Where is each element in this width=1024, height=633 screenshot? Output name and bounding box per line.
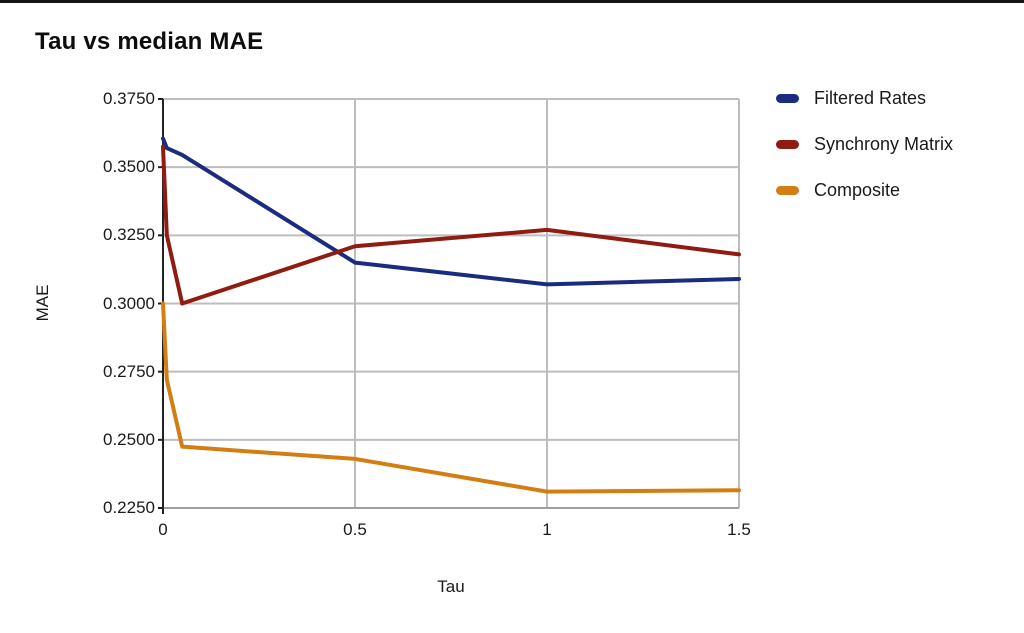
legend-label: Composite [814,180,901,200]
legend-swatch-icon [776,140,799,149]
legend: Filtered Rates Synchrony Matrix Composite [776,88,953,201]
legend-swatch-icon [776,94,799,103]
x-tick-label: 0.5 [343,520,367,539]
y-tick-label: 0.2750 [103,361,155,381]
x-tick-label: 1 [542,520,552,539]
chart-title: Tau vs median MAE [35,28,264,55]
y-tick-label: 0.3250 [103,225,155,245]
top-border [0,0,1024,3]
y-tick-label: 0.2250 [103,498,155,517]
x-tick-label: 1.5 [727,520,751,539]
legend-label: Filtered Rates [814,88,927,108]
y-tick-label: 0.3000 [103,293,155,313]
legend-item: Composite [776,180,953,201]
series-line-filtered-rates [161,136,741,287]
legend-swatch-icon [776,186,799,195]
y-tick-label: 0.3500 [103,157,155,177]
y-tick-label: 0.3750 [103,89,155,108]
x-axis-title: Tau [437,577,465,596]
series-line-synchrony-matrix [161,144,741,306]
y-tick-label: 0.2500 [103,429,155,449]
series-line-composite [161,301,741,494]
x-tick-label: 0 [158,520,168,539]
legend-item: Filtered Rates [776,88,953,109]
legend-label: Synchrony Matrix [814,134,954,154]
legend-item: Synchrony Matrix [776,134,953,155]
